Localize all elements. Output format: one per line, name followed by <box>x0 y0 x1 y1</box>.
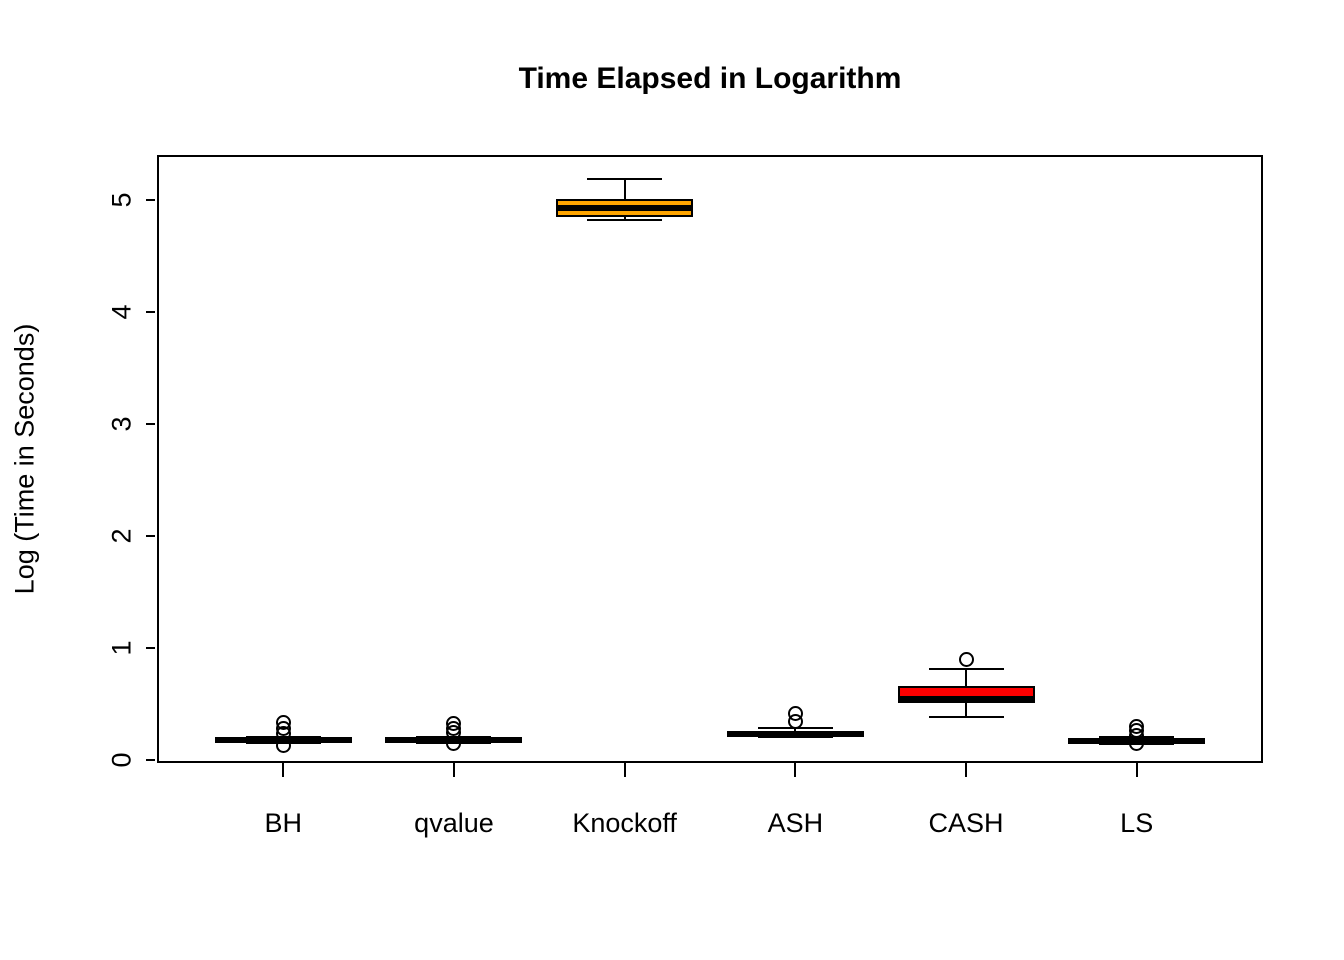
outlier-point <box>275 737 291 753</box>
outlier-point <box>1129 736 1145 752</box>
y-axis-tick <box>146 198 155 201</box>
plot-area <box>157 155 1263 763</box>
x-axis-tick <box>794 763 797 777</box>
y-axis-tick <box>146 422 155 425</box>
x-tick-label-knockoff: Knockoff <box>572 808 677 838</box>
y-tick-label-text: 5 <box>106 192 137 208</box>
y-axis-label-text: Log (Time in Seconds) <box>9 323 40 595</box>
outlier-point <box>787 714 803 730</box>
y-tick-label-text: 0 <box>106 752 137 768</box>
y-tick-label-text: 1 <box>106 640 137 656</box>
x-axis-tick <box>282 763 285 777</box>
whisker-lower-cap <box>928 716 1004 719</box>
y-tick-label-text: 2 <box>106 528 137 544</box>
x-axis-tick <box>965 763 968 777</box>
whisker-upper-cap <box>587 177 663 180</box>
x-tick-label-cash: CASH <box>928 808 1004 838</box>
outlier-point <box>958 652 974 668</box>
median-line <box>726 730 864 737</box>
y-axis-tick <box>146 646 155 649</box>
x-tick-label-ash: ASH <box>767 808 824 838</box>
whisker-upper-stem <box>623 178 626 199</box>
whisker-lower-stem <box>623 216 626 220</box>
y-tick-label-text: 4 <box>106 304 137 320</box>
chart-title: Time Elapsed in Logarithm <box>518 62 902 95</box>
x-tick-label-ls: LS <box>1120 808 1154 838</box>
y-axis-tick <box>146 534 155 537</box>
y-axis-tick <box>146 758 155 761</box>
y-tick-label-text: 3 <box>106 416 137 432</box>
median-line <box>556 204 694 211</box>
x-axis-tick <box>623 763 626 777</box>
whisker-lower-stem <box>965 702 968 718</box>
median-line <box>897 695 1035 702</box>
whisker-upper-cap <box>928 667 1004 670</box>
x-tick-label-qvalue: qvalue <box>414 808 494 838</box>
x-tick-label-bh: BH <box>264 808 303 838</box>
y-axis-tick <box>146 310 155 313</box>
x-axis-tick <box>452 763 455 777</box>
x-axis-tick <box>1135 763 1138 777</box>
whisker-lower-cap <box>587 218 663 221</box>
whisker-lower-cap <box>757 736 833 739</box>
whisker-upper-stem <box>794 728 797 732</box>
whisker-upper-stem <box>965 668 968 686</box>
outlier-point <box>446 736 462 752</box>
